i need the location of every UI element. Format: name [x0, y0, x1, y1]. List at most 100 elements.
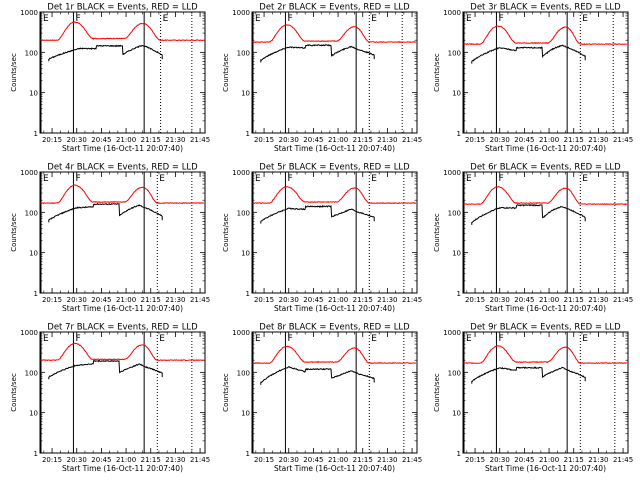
x-tick-label: 21:30 — [377, 296, 397, 304]
x-tick-label: 21:45 — [613, 296, 633, 304]
y-tick-label: 1000 — [443, 329, 461, 337]
panel-title: Det 1r BLACK = Events, RED = LLD — [47, 3, 198, 13]
x-tick-label: 21:15 — [141, 456, 161, 464]
marker-flag-label: E — [371, 334, 377, 344]
x-tick-label: 21:15 — [353, 456, 373, 464]
x-tick-label: 21:00 — [116, 296, 136, 304]
panel-title: Det 7r BLACK = Events, RED = LLD — [47, 323, 198, 333]
marker-flag-label: E — [582, 174, 588, 184]
marker-flag-label: E — [371, 174, 377, 184]
x-tick-label: 21:15 — [564, 296, 584, 304]
x-tick-label: 21:30 — [588, 456, 608, 464]
x-tick-label: 20:45 — [514, 456, 534, 464]
x-tick-label: 20:30 — [279, 136, 299, 144]
y-axis-label: Counts/sec — [10, 213, 18, 252]
x-tick-label: 21:15 — [564, 136, 584, 144]
x-tick-label: 21:00 — [539, 456, 559, 464]
marker-flag-label: F — [498, 14, 503, 24]
x-tick-label: 20:30 — [67, 456, 87, 464]
x-tick-label: 21:45 — [613, 136, 633, 144]
x-tick-label: 20:15 — [254, 136, 274, 144]
plot-frame — [462, 11, 629, 134]
x-axis-label: Start Time (16-Oct-11 20:07:40) — [274, 464, 395, 473]
x-tick-label: 20:15 — [465, 296, 485, 304]
y-tick-label: 10 — [452, 250, 461, 258]
x-tick-label: 20:15 — [254, 456, 274, 464]
x-tick-label: 21:15 — [141, 296, 161, 304]
y-tick-label: 100 — [448, 369, 461, 377]
plot-frame — [39, 331, 206, 454]
plot-frame — [462, 331, 629, 454]
x-tick-label: 21:15 — [564, 456, 584, 464]
panel-title: Det 6r BLACK = Events, RED = LLD — [470, 163, 621, 173]
marker-flag-label: E — [255, 174, 261, 184]
marker-flag-label: E — [582, 334, 588, 344]
plot-frame — [251, 331, 418, 454]
panel-title: Det 4r BLACK = Events, RED = LLD — [47, 163, 198, 173]
x-tick-label: 21:00 — [328, 136, 348, 144]
y-tick-label: 1 — [246, 450, 250, 458]
panel-5: Det 5r BLACK = Events, RED = LLD 1 10 100 10… — [222, 163, 422, 314]
marker-flag-label: E — [43, 14, 49, 24]
x-tick-label: 20:15 — [42, 136, 62, 144]
y-axis-label: Counts/sec — [433, 53, 441, 92]
y-tick-label: 10 — [29, 90, 38, 98]
y-axis-label: Counts/sec — [10, 373, 18, 412]
x-tick-label: 21:30 — [588, 136, 608, 144]
x-tick-label: 20:30 — [490, 296, 510, 304]
y-tick-label: 1 — [457, 450, 461, 458]
marker-flag-label: E — [163, 14, 169, 24]
plot-frame — [251, 11, 418, 134]
y-tick-label: 1 — [34, 450, 38, 458]
lld-series-line — [463, 345, 628, 365]
y-tick-label: 1000 — [232, 329, 250, 337]
panel-7: Det 7r BLACK = Events, RED = LLD 1 10 100 10… — [10, 323, 210, 474]
x-tick-label: 21:45 — [613, 456, 633, 464]
y-tick-label: 1000 — [20, 9, 38, 17]
panel-8: Det 8r BLACK = Events, RED = LLD 1 10 100 10… — [222, 323, 422, 474]
marker-flag-label: E — [466, 334, 472, 344]
x-axis-label: Start Time (16-Oct-11 20:07:40) — [485, 464, 606, 473]
y-axis-label: Counts/sec — [222, 373, 230, 412]
marker-flag-label: E — [159, 174, 165, 184]
y-tick-label: 10 — [241, 410, 250, 418]
events-series-line — [260, 366, 375, 385]
x-tick-label: 21:15 — [353, 296, 373, 304]
x-tick-label: 20:30 — [279, 456, 299, 464]
y-axis-label: Counts/sec — [433, 373, 441, 412]
events-series-line — [48, 202, 163, 223]
panel-9: Det 9r BLACK = Events, RED = LLD 1 10 100 10… — [433, 323, 633, 474]
x-tick-label: 21:00 — [328, 456, 348, 464]
panel-4: Det 4r BLACK = Events, RED = LLD 1 10 100 10… — [10, 163, 210, 314]
events-series-line — [48, 359, 163, 380]
x-tick-label: 21:00 — [539, 296, 559, 304]
marker-flag-label: F — [75, 334, 80, 344]
y-axis-label: Counts/sec — [10, 53, 18, 92]
marker-flag-label: E — [43, 334, 49, 344]
marker-flag-label: F — [287, 174, 292, 184]
x-tick-label: 20:30 — [490, 136, 510, 144]
panel-title: Det 5r BLACK = Events, RED = LLD — [259, 163, 410, 173]
marker-flag-label: E — [255, 334, 261, 344]
y-tick-label: 10 — [241, 250, 250, 258]
x-tick-label: 20:15 — [254, 296, 274, 304]
events-series-line — [471, 366, 586, 384]
y-tick-label: 100 — [448, 49, 461, 57]
x-tick-label: 21:00 — [328, 296, 348, 304]
lld-series-line — [252, 345, 417, 365]
marker-flag-label: F — [287, 334, 292, 344]
plot-frame — [39, 11, 206, 134]
x-tick-label: 21:45 — [190, 296, 210, 304]
panel-3: Det 3r BLACK = Events, RED = LLD 1 10 100 10… — [433, 3, 633, 154]
y-tick-label: 100 — [25, 209, 38, 217]
events-series-line — [260, 44, 375, 63]
marker-flag-label: E — [582, 14, 588, 24]
y-tick-label: 1 — [34, 130, 38, 138]
marker-flag-label: E — [466, 174, 472, 184]
x-tick-label: 21:00 — [539, 136, 559, 144]
y-axis-label: Counts/sec — [433, 213, 441, 252]
lld-series-line — [252, 24, 417, 44]
x-tick-label: 20:45 — [91, 296, 111, 304]
x-tick-label: 21:30 — [165, 296, 185, 304]
y-tick-label: 10 — [29, 410, 38, 418]
